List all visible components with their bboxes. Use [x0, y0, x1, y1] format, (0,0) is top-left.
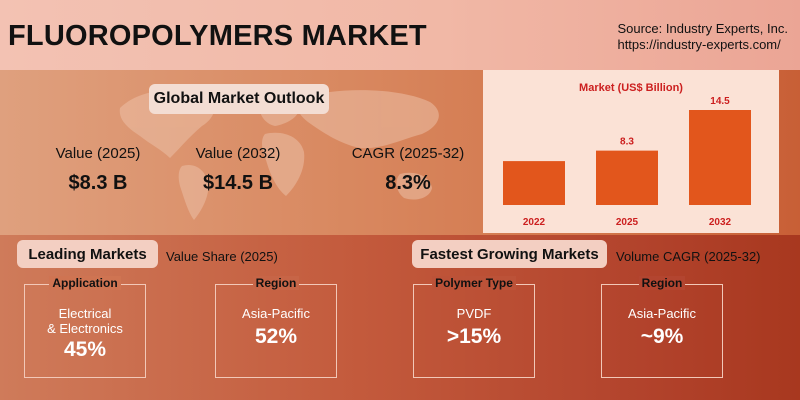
card-body: PVDF >15%	[413, 306, 535, 349]
leading-markets-title: Leading Markets	[17, 240, 158, 268]
metric-label: Value (2025)	[55, 145, 141, 162]
card-category-line1: Electrical	[58, 306, 112, 321]
world-map-icon	[119, 90, 439, 220]
card-body: Electrical & Electronics 45%	[24, 306, 146, 362]
metric-cagr: CAGR (2025-32) 8.3%	[338, 145, 478, 195]
card-head: Region	[215, 276, 337, 290]
data-label-2025: 8.3	[620, 137, 634, 148]
metric-value: $14.5 B	[202, 172, 274, 194]
market-bar-chart: Market (US$ Billion) 2022 8.3 2025 14.5 2032	[503, 82, 751, 228]
card-head: Region	[601, 276, 723, 290]
card-head: Application	[24, 276, 146, 290]
fastest-markets-subtitle: Volume CAGR (2025-32)	[616, 249, 761, 264]
card-category-line2: & Electronics	[47, 321, 123, 336]
metric-value: $8.3 B	[68, 172, 128, 194]
card-body: Asia-Pacific 52%	[215, 306, 337, 349]
x-tick-2022: 2022	[523, 217, 546, 228]
card-body: Asia-Pacific ~9%	[601, 306, 723, 349]
metric-value: 8.3%	[385, 172, 431, 194]
bar-2022	[503, 161, 565, 205]
card-head-label: Application	[49, 276, 121, 290]
page-title: FLUOROPOLYMERS MARKET	[8, 20, 427, 52]
bar-2025	[596, 150, 658, 205]
card-head-label: Polymer Type	[432, 276, 516, 290]
x-tick-2025: 2025	[616, 217, 639, 228]
card-category-line1: Asia-Pacific	[242, 306, 310, 321]
card-percentage: >15%	[446, 325, 502, 348]
card-category-line1: PVDF	[456, 306, 492, 321]
fastest-markets-title: Fastest Growing Markets	[412, 240, 607, 268]
card-category-line1: Asia-Pacific	[628, 306, 696, 321]
card-percentage: 52%	[254, 325, 298, 348]
header-band: FLUOROPOLYMERS MARKET Source: Industry E…	[0, 0, 800, 70]
leading-markets-subtitle: Value Share (2025)	[166, 249, 278, 264]
metric-value-2025: Value (2025) $8.3 B	[28, 145, 168, 195]
metric-value-2032: Value (2032) $14.5 B	[168, 145, 308, 195]
chart-title: Market (US$ Billion)	[579, 82, 683, 94]
card-head-label: Region	[252, 276, 300, 290]
x-tick-2032: 2032	[709, 217, 732, 228]
card-percentage: ~9%	[640, 325, 684, 348]
source-block: Source: Industry Experts, Inc. https://i…	[617, 21, 788, 53]
market-chart: Market (US$ Billion) 2022 8.3 2025 14.5 2032	[483, 70, 779, 233]
card-head: Polymer Type	[413, 276, 535, 290]
card-percentage: 45%	[63, 338, 107, 361]
data-label-2032: 14.5	[710, 96, 730, 107]
source-name: Source: Industry Experts, Inc.	[617, 21, 788, 36]
card-head-label: Region	[638, 276, 686, 290]
metric-label: Value (2032)	[195, 145, 281, 162]
metric-label: CAGR (2025-32)	[351, 145, 465, 162]
outlook-title: Global Market Outlook	[149, 84, 329, 114]
source-url[interactable]: https://industry-experts.com/	[617, 37, 781, 52]
bar-2032	[689, 110, 751, 205]
